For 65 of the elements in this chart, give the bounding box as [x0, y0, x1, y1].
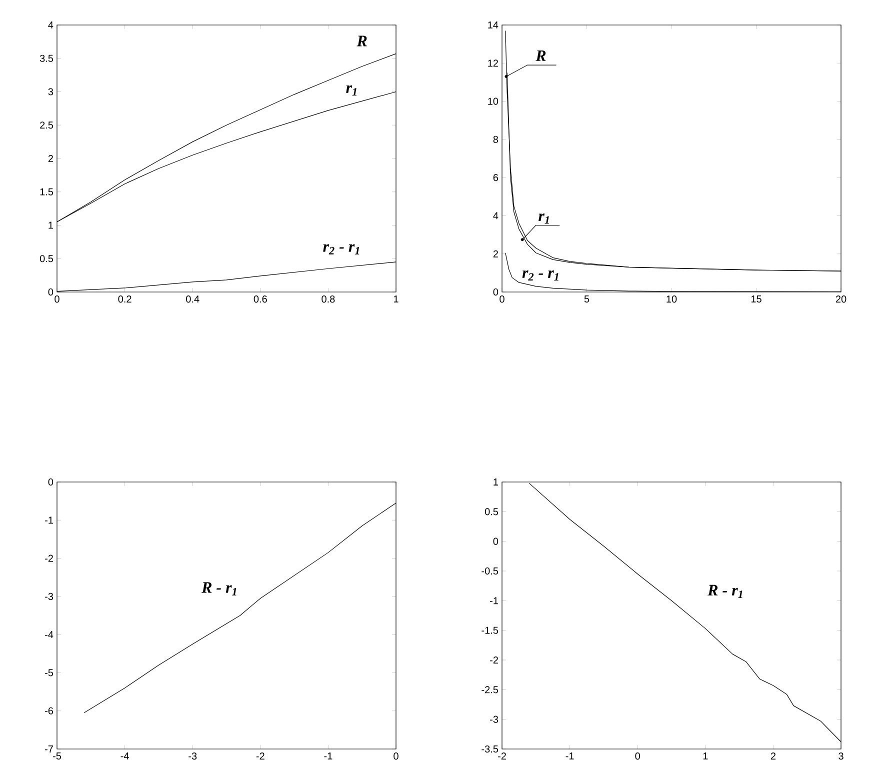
y-tick-label: 1 [48, 222, 53, 229]
y-tick-label: 0 [48, 288, 54, 296]
y-tick-label: -4 [45, 631, 54, 638]
x-tick-label: 0.4 [186, 296, 200, 303]
y-tick-label: -2 [45, 554, 53, 562]
x-tick-label: 0 [394, 752, 398, 760]
y-tick-label: 10 [488, 98, 498, 105]
x-tick-label: -4 [120, 752, 129, 760]
x-tick-label: 3 [838, 752, 844, 760]
y-tick-label: 2 [48, 155, 53, 162]
y-tick-label: 0.5 [484, 508, 498, 516]
x-tick-label: 0 [635, 752, 640, 760]
x-tick-label: 2 [770, 752, 776, 760]
y-tick-label: -1 [45, 516, 53, 524]
x-tick-label: 5 [584, 296, 590, 302]
x-tick-label: 15 [751, 296, 762, 302]
y-tick-label: -1.5 [482, 626, 498, 634]
y-tick-label: 1 [494, 478, 498, 486]
x-tick-label: -1 [324, 752, 332, 760]
y-tick-label: -5 [45, 669, 54, 676]
x-tick-label: -2 [498, 752, 506, 760]
x-tick-label: -2 [256, 752, 264, 760]
x-tick-label: 0.8 [322, 296, 335, 303]
x-tick-label: 0.6 [254, 296, 267, 303]
x-tick-label: 10 [666, 296, 677, 303]
y-tick-label: 4 [493, 212, 498, 220]
y-tick-label: -6 [45, 707, 54, 714]
series-label: r$_{1}$ [538, 214, 549, 224]
x-tick-label: -3 [188, 752, 197, 760]
series-label: r$_{2}$ - r$_{1}$ [323, 244, 360, 254]
y-tick-label: 4 [48, 22, 54, 28]
y-tick-label: 0 [48, 478, 54, 486]
y-tick-label: 8 [493, 136, 498, 143]
y-tick-label: -7 [45, 746, 53, 752]
y-tick-label: 1.5 [40, 188, 54, 196]
y-tick-label: -3 [490, 716, 498, 723]
y-tick-label: 12 [488, 60, 498, 67]
series-label: R [536, 50, 546, 61]
x-tick-label: 0 [500, 296, 504, 303]
y-tick-label: 2.5 [40, 122, 54, 129]
x-tick-label: 0.2 [118, 296, 132, 303]
y-tick-label: -2.5 [482, 686, 498, 694]
y-tick-label: 0 [493, 538, 498, 545]
series-label: r$_{1}$ [346, 85, 356, 96]
y-tick-label: 3.5 [40, 54, 54, 62]
y-tick-label: 3 [48, 88, 54, 96]
y-tick-label: 14 [488, 22, 498, 28]
x-tick-label: 20 [836, 296, 846, 303]
y-tick-label: 0.5 [40, 255, 54, 262]
y-tick-label: 0 [493, 288, 498, 296]
series-label: R [356, 36, 367, 46]
series-label: R - r$_{1}$ [708, 584, 742, 598]
x-tick-label: 0 [54, 296, 60, 303]
y-tick-label: 6 [493, 174, 498, 182]
x-tick-label: -1 [566, 752, 574, 760]
x-tick-label: 1 [394, 296, 398, 302]
y-tick-label: -1 [490, 597, 498, 604]
y-tick-label: -3 [45, 592, 54, 600]
series-label: R - r$_{1}$ [202, 582, 236, 596]
x-tick-label: 1 [703, 752, 708, 760]
y-tick-label: 2 [493, 250, 498, 258]
series-label: r$_{2}$ - r$_{1}$ [522, 270, 558, 281]
y-tick-label: -0.5 [482, 567, 498, 575]
y-tick-label: -3.5 [482, 745, 498, 753]
y-tick-label: -2 [490, 656, 498, 664]
